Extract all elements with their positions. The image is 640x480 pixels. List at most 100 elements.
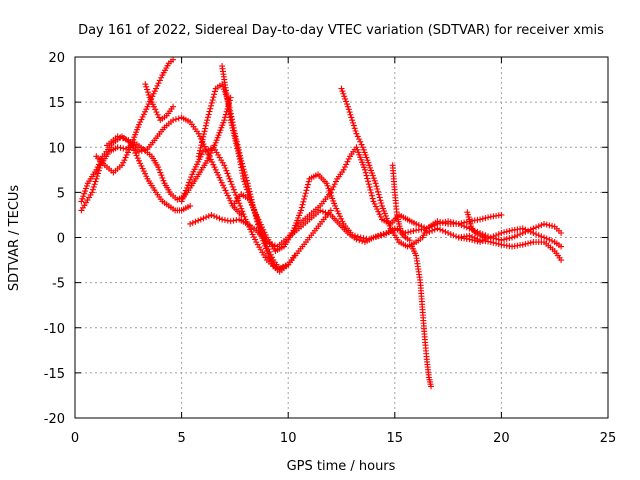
data-point xyxy=(330,183,337,190)
data-point xyxy=(299,201,306,208)
data-point xyxy=(558,257,565,264)
data-point xyxy=(549,222,556,229)
data-point xyxy=(352,128,359,135)
data-point xyxy=(477,216,484,223)
data-point xyxy=(139,165,146,172)
data-point xyxy=(374,206,381,213)
data-point xyxy=(92,178,99,185)
data-point xyxy=(228,122,235,129)
data-point xyxy=(220,182,227,189)
data-point xyxy=(376,194,383,201)
data-point xyxy=(135,148,142,155)
data-point xyxy=(305,178,312,185)
data-point xyxy=(527,228,534,235)
data-point xyxy=(490,233,497,240)
data-point xyxy=(447,231,454,238)
y-tick-label: -10 xyxy=(44,322,65,337)
data-point xyxy=(268,254,275,261)
data-point xyxy=(366,184,373,191)
data-point xyxy=(195,153,202,160)
data-point xyxy=(338,85,345,92)
data-point xyxy=(257,221,264,228)
data-point xyxy=(304,184,311,191)
data-point xyxy=(498,237,505,244)
data-point xyxy=(374,185,381,192)
data-point xyxy=(346,109,353,116)
data-point xyxy=(139,113,146,120)
data-point xyxy=(376,211,383,218)
data-point xyxy=(187,202,194,209)
data-point xyxy=(132,150,139,157)
data-point xyxy=(453,220,460,227)
data-point xyxy=(212,166,219,173)
data-point xyxy=(377,197,384,204)
data-point xyxy=(227,94,234,101)
data-point xyxy=(445,229,452,236)
data-point xyxy=(522,226,529,233)
data-point xyxy=(114,144,121,151)
data-point xyxy=(209,159,216,166)
data-point xyxy=(558,243,565,250)
data-point xyxy=(317,207,324,214)
data-point xyxy=(394,226,401,233)
data-point xyxy=(437,220,444,227)
data-point xyxy=(439,227,446,234)
data-point xyxy=(137,119,144,126)
data-point xyxy=(144,86,151,93)
data-point xyxy=(303,187,310,194)
y-tick-label: 5 xyxy=(57,186,65,201)
data-point xyxy=(391,225,398,232)
data-point xyxy=(243,177,250,184)
data-point xyxy=(180,192,187,199)
data-point xyxy=(344,103,351,110)
data-point xyxy=(367,186,374,193)
data-point xyxy=(124,149,131,156)
data-point xyxy=(143,83,150,90)
data-point xyxy=(301,195,308,202)
data-point xyxy=(267,251,274,258)
series-sat-l xyxy=(285,207,441,246)
data-point xyxy=(95,170,102,177)
data-point xyxy=(373,183,380,190)
data-point xyxy=(329,186,336,193)
data-point xyxy=(522,241,529,248)
data-point xyxy=(204,157,211,164)
data-point xyxy=(501,236,508,243)
data-point xyxy=(325,210,332,217)
data-point xyxy=(541,220,548,227)
data-point xyxy=(485,214,492,221)
data-point xyxy=(367,164,374,171)
data-point xyxy=(156,114,163,121)
data-point xyxy=(487,234,494,241)
data-point xyxy=(204,114,211,121)
data-points xyxy=(78,56,565,390)
data-point xyxy=(158,74,165,81)
data-point xyxy=(157,169,164,176)
data-point xyxy=(123,151,130,158)
series-sat-r xyxy=(464,209,488,241)
data-point xyxy=(227,197,234,204)
data-point xyxy=(93,166,100,173)
data-point xyxy=(262,231,269,238)
data-point xyxy=(519,225,526,232)
data-point xyxy=(362,151,369,158)
data-point xyxy=(509,234,516,241)
data-point xyxy=(221,217,228,224)
data-point xyxy=(135,157,142,164)
data-point xyxy=(302,190,309,197)
y-axis-label: SDTVAR / TECUs xyxy=(7,185,22,292)
data-point xyxy=(447,218,454,225)
data-point xyxy=(538,233,545,240)
data-point xyxy=(341,93,348,100)
data-point xyxy=(261,235,268,242)
data-point xyxy=(195,130,202,137)
data-point xyxy=(202,147,209,154)
data-point xyxy=(143,106,150,113)
data-point xyxy=(266,248,273,255)
data-point xyxy=(211,88,218,95)
data-point xyxy=(558,229,565,236)
data-point xyxy=(365,178,372,185)
data-point xyxy=(230,127,237,134)
data-point xyxy=(229,124,236,131)
data-point xyxy=(463,224,470,231)
